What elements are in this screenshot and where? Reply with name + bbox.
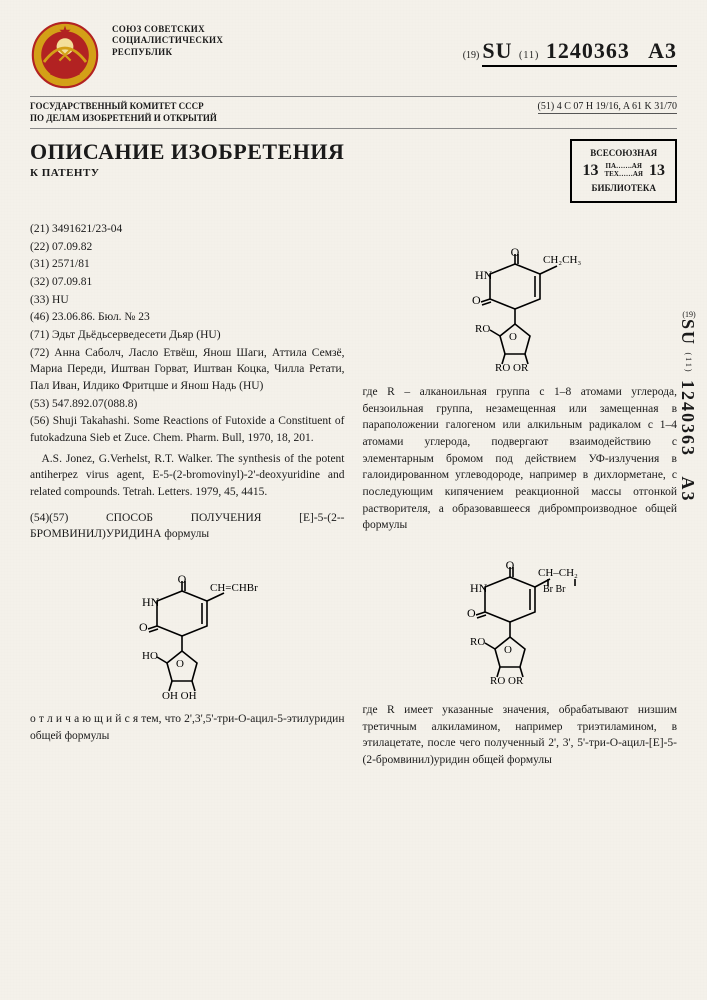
svg-text:O: O — [139, 620, 148, 634]
authority-line: СОЦИАЛИСТИЧЕСКИХ — [112, 35, 223, 46]
ipc-code: C 07 H 19/16, A 61 K 31/70 — [564, 101, 677, 112]
code-11: (11) — [519, 50, 539, 61]
svg-text:O: O — [504, 644, 512, 656]
svg-text:RO: RO — [475, 323, 490, 335]
bib-33: (33) HU — [30, 292, 345, 309]
spine-label: (19) SU (11) 1240363 A3 — [677, 310, 701, 503]
stamp-line: БИБЛИОТЕКА — [582, 182, 665, 195]
bib-71: (71) Эдьт Дьёдьсерведесети Дьяр (HU) — [30, 327, 345, 344]
svg-text:RO: RO — [470, 636, 485, 648]
svg-text:CH=CHBr: CH=CHBr — [210, 582, 258, 594]
svg-text:HN: HN — [142, 595, 160, 609]
main-title: ОПИСАНИЕ ИЗОБРЕТЕНИЯ — [30, 139, 344, 165]
bib-56a: (56) Shuji Takahashi. Some Reactions of … — [30, 413, 345, 446]
title-row: ОПИСАНИЕ ИЗОБРЕТЕНИЯ К ПАТЕНТУ ВСЕСОЮЗНА… — [30, 139, 677, 203]
stamp-num-left: 13 — [582, 160, 598, 182]
bib-56b: A.S. Jonez, G.Verhelst, R.T. Walker. The… — [30, 451, 345, 501]
bib-21: (21) 3491621/23-04 — [30, 221, 345, 238]
authority-name: СОЮЗ СОВЕТСКИХ СОЦИАЛИСТИЧЕСКИХ РЕСПУБЛИ… — [112, 20, 223, 58]
patent-number-block: (19) SU (11) 1240363 A3 — [463, 20, 677, 64]
library-stamp: ВСЕСОЮЗНАЯ 13 ПА…….АЯ ТЕХ……АЯ 13 БИБЛИОТ… — [570, 139, 677, 203]
header: СОЮЗ СОВЕТСКИХ СОЦИАЛИСТИЧЕСКИХ РЕСПУБЛИ… — [30, 20, 677, 90]
svg-text:RO OR: RO OR — [495, 362, 529, 374]
svg-text:O: O — [472, 293, 481, 307]
bib-54: (54)(57) СПОСОБ ПОЛУЧЕНИЯ [E]-5-(2--БРОМ… — [30, 510, 345, 543]
spine-kind: A3 — [678, 477, 698, 503]
ipc-block: (51) 4 C 07 H 19/16, A 61 K 31/70 — [538, 101, 677, 124]
authority-line: РЕСПУБЛИК — [112, 47, 223, 58]
authority-line: СОЮЗ СОВЕТСКИХ — [112, 24, 223, 35]
svg-text:HO: HO — [142, 650, 158, 662]
bib-72: (72) Анна Саболч, Ласло Етвёш, Янош Шаги… — [30, 345, 345, 395]
committee-line: ГОСУДАРСТВЕННЫЙ КОМИТЕТ СССР — [30, 101, 217, 113]
spine-code-19: (19) — [677, 310, 701, 319]
spine-code-11: (11) — [684, 353, 693, 374]
body: (21) 3491621/23-04 (22) 07.09.82 (31) 25… — [30, 221, 677, 769]
spine-country: SU — [678, 319, 698, 346]
stamp-line: ТЕХ……АЯ — [604, 170, 643, 178]
paragraph: где R – алканоильная группа с 1–8 атомам… — [363, 384, 678, 534]
svg-text:HN: HN — [470, 581, 488, 595]
svg-text:CH–CH₂: CH–CH₂ — [538, 567, 578, 579]
chem-structure-3: HN O O CH–CH₂ Br Br O RO RO OR — [363, 542, 678, 692]
stamp-num-right: 13 — [649, 160, 665, 182]
svg-text:O: O — [176, 658, 184, 670]
stamp-line: ВСЕСОЮЗНАЯ — [582, 147, 665, 160]
paragraph: где R имеет указанные значения, обрабаты… — [363, 702, 678, 769]
ipc-prefix: (51) 4 — [538, 101, 562, 112]
column-left: (21) 3491621/23-04 (22) 07.09.82 (31) 25… — [30, 221, 345, 769]
svg-text:O: O — [467, 606, 476, 620]
chem-structure-2: HN O O CH₂CH₃ O RO RO OR — [363, 229, 678, 374]
code-19: (19) — [463, 50, 480, 61]
patent-number: 1240363 — [546, 38, 630, 63]
country-code: SU — [482, 38, 512, 63]
title-block: ОПИСАНИЕ ИЗОБРЕТЕНИЯ К ПАТЕНТУ — [30, 139, 344, 179]
spine-number: 1240363 — [678, 380, 698, 457]
distinguishing-clause: о т л и ч а ю щ и й с я тем, что 2',3',5… — [30, 711, 345, 744]
ussr-emblem — [30, 20, 100, 90]
sub-header: ГОСУДАРСТВЕННЫЙ КОМИТЕТ СССР ПО ДЕЛАМ ИЗ… — [30, 96, 677, 129]
committee-line: ПО ДЕЛАМ ИЗОБРЕТЕНИЙ И ОТКРЫТИЙ — [30, 113, 217, 125]
kind-code: A3 — [648, 38, 677, 63]
svg-text:RO OR: RO OR — [490, 675, 524, 687]
bib-22: (22) 07.09.82 — [30, 239, 345, 256]
chem-structure-1: HN O O CH=CHBr O HO OH OH — [30, 551, 345, 701]
bib-32: (32) 07.09.81 — [30, 274, 345, 291]
svg-text:O: O — [509, 331, 517, 343]
column-right: HN O O CH₂CH₃ O RO RO OR где R – алка — [363, 221, 678, 769]
main-subtitle: К ПАТЕНТУ — [30, 167, 344, 179]
svg-text:OH OH: OH OH — [162, 690, 197, 701]
bib-46: (46) 23.06.86. Бюл. № 23 — [30, 309, 345, 326]
svg-text:Br Br: Br Br — [543, 584, 566, 595]
bib-31: (31) 2571/81 — [30, 256, 345, 273]
svg-text:HN: HN — [475, 268, 493, 282]
svg-text:CH₂CH₃: CH₂CH₃ — [543, 254, 581, 266]
committee: ГОСУДАРСТВЕННЫЙ КОМИТЕТ СССР ПО ДЕЛАМ ИЗ… — [30, 101, 217, 124]
bib-53: (53) 547.892.07(088.8) — [30, 396, 345, 413]
